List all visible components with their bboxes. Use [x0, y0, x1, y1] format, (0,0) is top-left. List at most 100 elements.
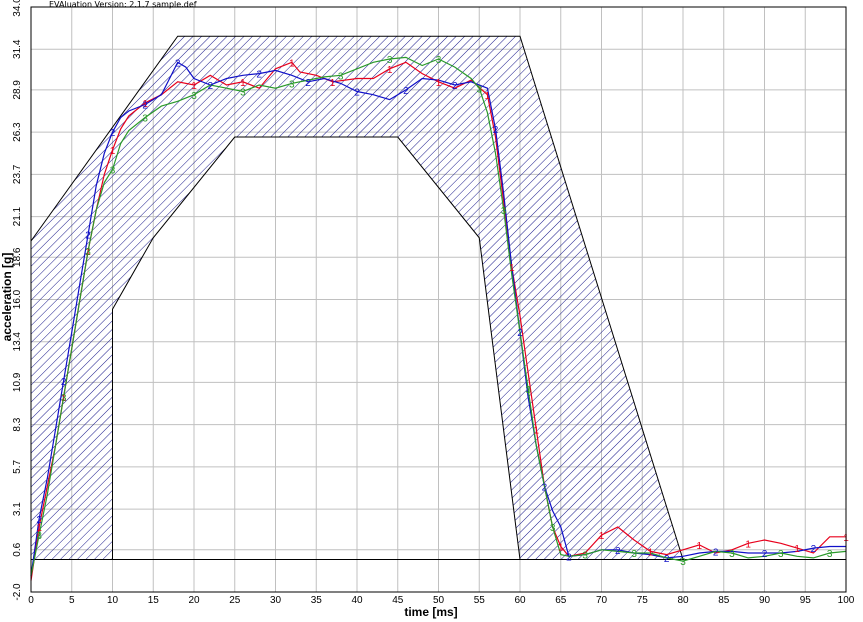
- x-tick-label: 35: [311, 595, 323, 606]
- series-1-marker: 1: [142, 99, 148, 110]
- x-tick-label: 40: [351, 595, 363, 606]
- x-tick-label: 10: [107, 595, 119, 606]
- series-3-marker: 3: [476, 84, 482, 95]
- y-axis-label: acceleration [g]: [0, 253, 14, 342]
- series-2-marker: 2: [208, 81, 214, 92]
- x-tick-label: 100: [838, 595, 855, 606]
- series-2-marker: 2: [354, 88, 360, 99]
- series-2-marker: 2: [762, 549, 768, 560]
- x-tick-label: 90: [759, 595, 771, 606]
- series-2-marker: 2: [542, 482, 548, 493]
- series-3-marker: 3: [142, 114, 148, 125]
- y-tick-label: 10.9: [12, 372, 23, 392]
- x-axis-ticks: 0 5 10 15 20 25 30 35 40 45 50 55 60 65 70 75 80 85 90 95 10…: [28, 595, 855, 606]
- x-tick-label: 5: [69, 595, 75, 606]
- y-tick-label: 28.9: [12, 80, 23, 100]
- series-3-marker: 3: [387, 55, 393, 66]
- series-3-marker: 3: [525, 385, 531, 396]
- y-tick-label: 3.1: [12, 502, 23, 516]
- series-1-marker: 1: [240, 78, 246, 89]
- series-1-marker: 1: [191, 81, 197, 92]
- series-2-marker: 2: [305, 78, 311, 89]
- series-1-marker: 1: [436, 78, 442, 89]
- x-tick-label: 45: [392, 595, 404, 606]
- x-tick-label: 95: [800, 595, 812, 606]
- x-tick-label: 65: [555, 595, 567, 606]
- series-1-marker: 1: [558, 543, 564, 554]
- x-axis-label: time [ms]: [404, 605, 457, 619]
- series-3-marker: 3: [778, 549, 784, 560]
- y-tick-label: 0.6: [12, 542, 23, 556]
- series-1-marker: 1: [697, 541, 703, 552]
- series-lines: [30, 56, 847, 581]
- y-axis-ticks: -2.0 0.6 3.1 5.7 8.3 10.9 13.4 16.0 18.6 21.1 23.7…: [12, 0, 23, 601]
- series-3-marker: 3: [501, 206, 507, 217]
- x-tick-label: 70: [596, 595, 608, 606]
- series-1-marker: 1: [36, 523, 42, 534]
- series-2-marker: 2: [452, 81, 458, 92]
- series-1-marker: 1: [745, 539, 751, 550]
- series-2-marker: 2: [664, 554, 670, 565]
- series-2-marker: 2: [110, 128, 116, 139]
- series-1-marker: 1: [534, 426, 540, 437]
- y-tick-label: 8.3: [12, 417, 23, 431]
- series-1-marker: 1: [61, 393, 67, 404]
- x-tick-label: 0: [28, 595, 34, 606]
- series-1-marker: 1: [599, 531, 605, 542]
- y-tick-label: 23.7: [12, 164, 23, 184]
- series-2-marker: 2: [403, 86, 409, 97]
- series-3-marker: 3: [729, 549, 735, 560]
- x-tick-label: 75: [637, 595, 649, 606]
- series-2-marker: 2: [517, 328, 523, 339]
- series-1-line: [30, 61, 846, 581]
- y-tick-label: -2.0: [12, 583, 23, 601]
- series-3-marker: 3: [631, 549, 637, 560]
- series-3-marker: 3: [61, 393, 67, 404]
- y-tick-label: 34.0: [12, 0, 23, 17]
- series-1-marker: 1: [85, 247, 91, 258]
- y-tick-label: 31.4: [12, 39, 23, 59]
- series-2-marker: 2: [713, 547, 719, 558]
- window-title: EVAluation Version: 2.1.7 sample.def: [49, 0, 197, 9]
- series-3-marker: 3: [550, 523, 556, 534]
- series-3-marker: 3: [338, 71, 344, 82]
- x-tick-label: 80: [677, 595, 689, 606]
- series-2-marker: 2: [493, 125, 499, 136]
- x-tick-label: 85: [718, 595, 730, 606]
- tolerance-corridor: [30, 35, 684, 560]
- y-tick-label: 16.0: [12, 289, 23, 309]
- plot-frame: [30, 6, 847, 593]
- series-3-marker: 3: [240, 88, 246, 99]
- series-3-marker: 3: [110, 166, 116, 177]
- y-tick-label: 13.4: [12, 332, 23, 352]
- x-tick-label: 55: [474, 595, 486, 606]
- series-2-marker: 2: [85, 231, 91, 242]
- series-1-marker: 1: [648, 547, 654, 558]
- series-3-marker: 3: [191, 91, 197, 102]
- y-tick-label: 5.7: [12, 459, 23, 473]
- x-tick-label: 25: [229, 595, 241, 606]
- x-tick-label: 30: [270, 595, 282, 606]
- series-2-marker: 2: [256, 70, 262, 81]
- x-tick-label: 60: [514, 595, 526, 606]
- series-3-marker: 3: [436, 55, 442, 66]
- series-2-line: [30, 61, 846, 576]
- series-2-marker: 2: [61, 377, 67, 388]
- series-2-marker: 2: [566, 552, 572, 563]
- series-1-marker: 1: [289, 58, 295, 69]
- series-2-marker: 2: [142, 101, 148, 112]
- series-3-marker: 3: [827, 549, 833, 560]
- series-1-marker: 1: [509, 263, 515, 274]
- y-tick-label: 18.6: [12, 247, 23, 267]
- series-2-marker: 2: [175, 58, 181, 69]
- y-tick-label: 26.3: [12, 122, 23, 142]
- series-1-marker: 1: [110, 146, 116, 157]
- series-3-line: [30, 56, 847, 576]
- x-tick-label: 15: [148, 595, 160, 606]
- series-1-marker: 1: [330, 78, 336, 89]
- series-3-marker: 3: [680, 557, 686, 568]
- series-3-marker: 3: [36, 531, 42, 542]
- series-1-marker: 1: [387, 65, 393, 76]
